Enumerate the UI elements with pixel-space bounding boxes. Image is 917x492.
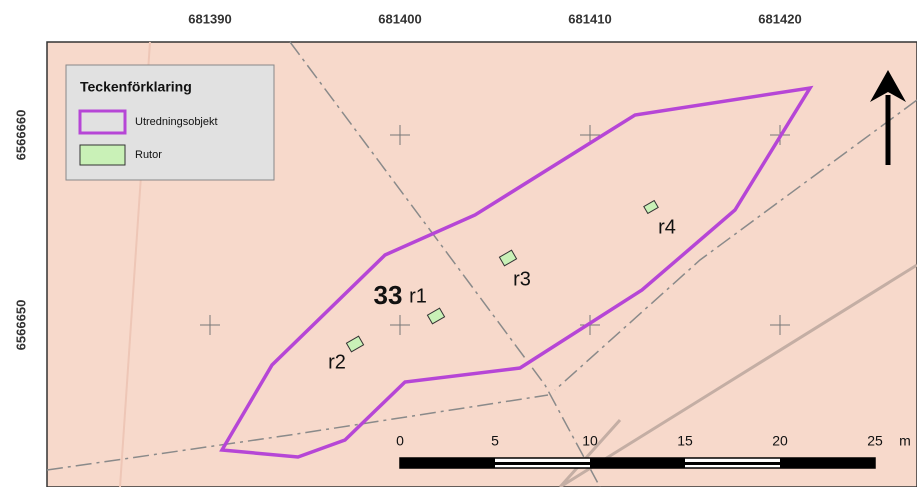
x-coordinate: 681390 <box>188 11 231 26</box>
x-coordinate: 681410 <box>568 11 611 26</box>
plots <box>345 199 659 353</box>
scale-label: 0 <box>396 433 404 449</box>
plot-label: r4 <box>658 216 676 238</box>
y-coordinate: 6566660 <box>13 110 28 161</box>
y-coordinate: 6566650 <box>13 300 28 351</box>
legend-swatch <box>79 144 126 166</box>
plot <box>345 335 365 353</box>
legend-swatch <box>78 109 127 135</box>
scale-labels: 0 5 10 15 20 25 <box>396 433 883 449</box>
boundary-line <box>554 99 917 391</box>
boundary-line <box>46 394 549 471</box>
scale-label: 20 <box>772 433 788 449</box>
survey-object <box>219 85 814 459</box>
plot <box>643 199 659 215</box>
scale-label: 25 <box>867 433 883 449</box>
scale-label: 15 <box>677 433 693 449</box>
x-coordinate: 681400 <box>378 11 421 26</box>
north-arrow <box>870 70 906 165</box>
scale-bar <box>399 457 876 469</box>
x-coordinate: 681420 <box>758 11 801 26</box>
plot-label: r1 <box>409 285 427 307</box>
grid-crosses <box>200 125 790 335</box>
object-label: 33 <box>374 280 403 310</box>
scale-label: 10 <box>582 433 598 449</box>
plot-label: r3 <box>513 268 531 290</box>
legend-item: Rutor <box>135 149 162 161</box>
scale-label: 5 <box>491 433 499 449</box>
legend: Teckenförklaring Utredningsobjekt Rutor <box>65 64 275 181</box>
scale-unit: m <box>899 433 911 449</box>
boundary-line <box>289 41 601 488</box>
plot <box>426 307 446 325</box>
plot <box>498 249 518 267</box>
legend-title: Teckenförklaring <box>80 79 192 95</box>
legend-item: Utredningsobjekt <box>135 116 218 128</box>
plot-label: r2 <box>328 351 346 373</box>
road <box>558 418 622 489</box>
